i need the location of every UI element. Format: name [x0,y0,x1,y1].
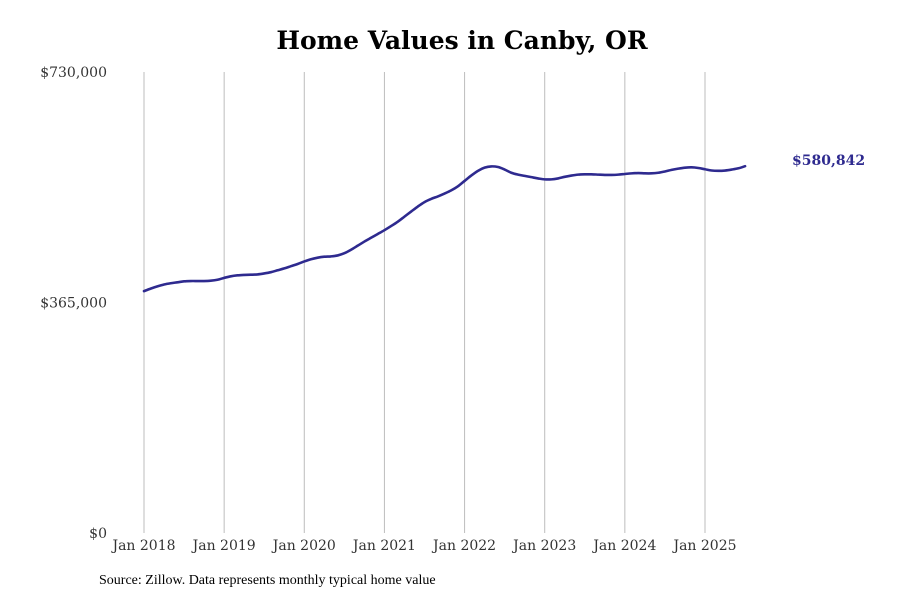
chart-title: Home Values in Canby, OR [276,26,648,55]
x-tick-label-6: Jan 2024 [591,538,656,554]
x-tick-label-0: Jan 2018 [110,538,175,554]
x-tick-label-1: Jan 2019 [191,538,256,554]
series-group [142,164,747,293]
gridlines [143,72,706,533]
x-tick-label-7: Jan 2025 [671,538,736,554]
series-line-0 [142,164,747,293]
end-labels: $580,842 [792,153,865,169]
x-tick-label-2: Jan 2020 [271,538,336,554]
source-note: Source: Zillow. Data represents monthly … [99,573,436,588]
x-tick-label-4: Jan 2022 [431,538,496,554]
y-tick-label-2: $730,000 [40,65,107,81]
y-tick-label-1: $365,000 [40,296,107,312]
x-axis-ticks: Jan 2018 Jan 2019 Jan 2020 Jan 2021 Jan 2022… [110,538,736,554]
y-axis-ticks: $0 $365,000 $730,000 [40,65,107,542]
y-tick-label-0: $0 [89,526,107,542]
end-value-label-0: $580,842 [792,153,865,169]
x-tick-label-5: Jan 2023 [511,538,576,554]
x-tick-label-3: Jan 2021 [351,538,416,554]
